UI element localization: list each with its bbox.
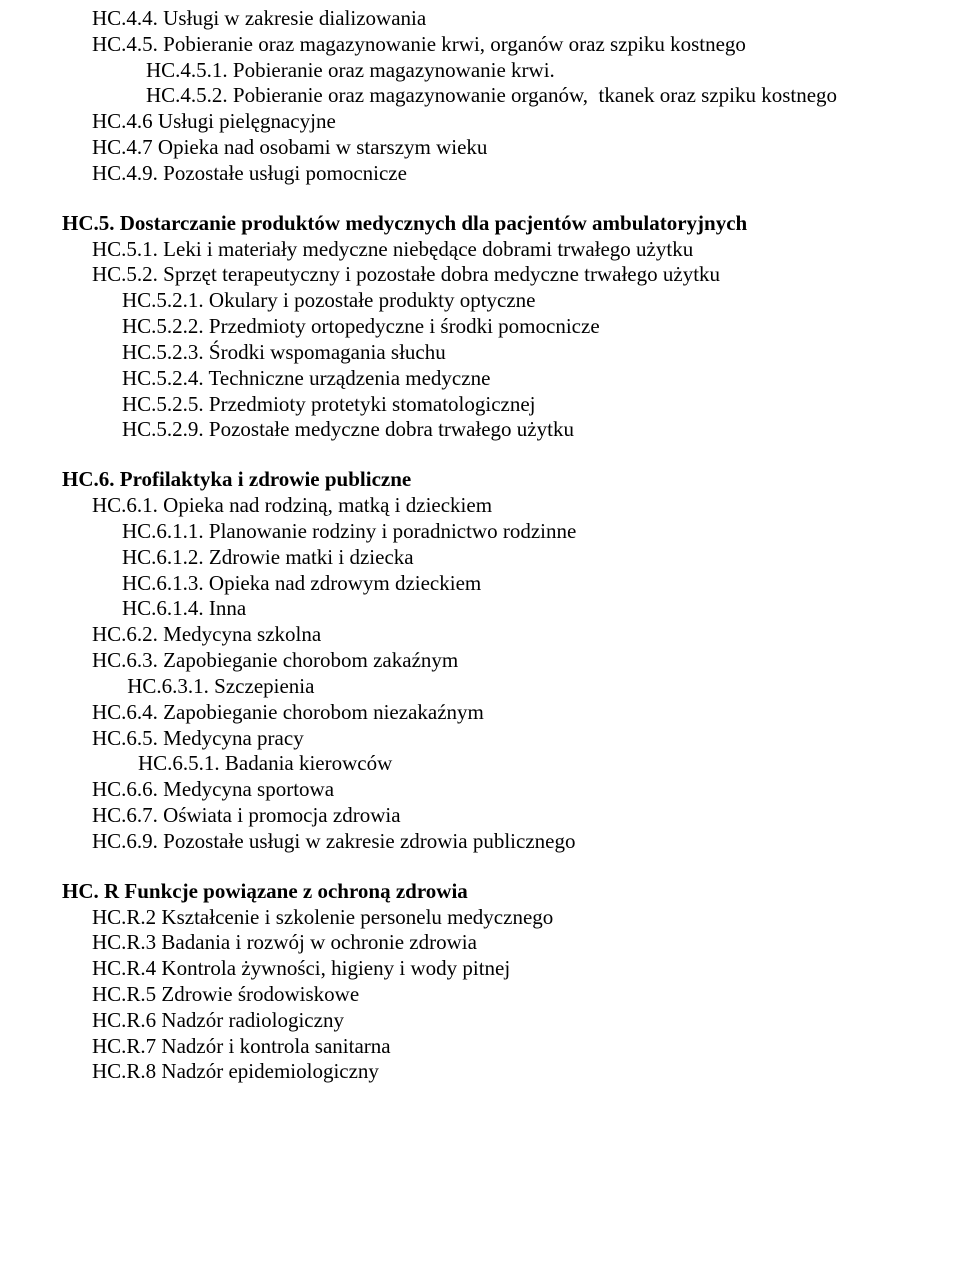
list-item: HC.5.2.5. Przedmioty protetyki stomatolo… [122, 392, 960, 418]
list-item: HC.R.5 Zdrowie środowiskowe [92, 982, 960, 1008]
list-item: HC.4.9. Pozostałe usługi pomocnicze [92, 161, 960, 187]
list-item: HC.6.5.1. Badania kierowców [138, 751, 960, 777]
list-item: HC.4.5.2. Pobieranie oraz magazynowanie … [146, 83, 960, 109]
blank-line [62, 443, 960, 467]
list-item: HC.5.1. Leki i materiały medyczne niebęd… [92, 237, 960, 263]
list-item: HC.R.4 Kontrola żywności, higieny i wody… [92, 956, 960, 982]
list-item: HC.4.7 Opieka nad osobami w starszym wie… [92, 135, 960, 161]
list-item: HC.6.1.4. Inna [122, 596, 960, 622]
section-heading: HC.5. Dostarczanie produktów medycznych … [62, 211, 960, 237]
list-item: HC.5.2.9. Pozostałe medyczne dobra trwał… [122, 417, 960, 443]
list-item: HC.6.3. Zapobieganie chorobom zakaźnym [92, 648, 960, 674]
list-item: HC.6.1. Opieka nad rodziną, matką i dzie… [92, 493, 960, 519]
list-item: HC.4.5.1. Pobieranie oraz magazynowanie … [146, 58, 960, 84]
list-item: HC.R.8 Nadzór epidemiologiczny [92, 1059, 960, 1085]
document-body: HC.4.4. Usługi w zakresie dializowaniaHC… [62, 6, 960, 1085]
list-item: HC.6.1.3. Opieka nad zdrowym dzieckiem [122, 571, 960, 597]
list-item: HC.5.2. Sprzęt terapeutyczny i pozostałe… [92, 262, 960, 288]
section-heading: HC. R Funkcje powiązane z ochroną zdrowi… [62, 879, 960, 905]
list-item: HC.6.6. Medycyna sportowa [92, 777, 960, 803]
list-item: HC.6.7. Oświata i promocja zdrowia [92, 803, 960, 829]
list-item: HC.6.3.1. Szczepienia [122, 674, 960, 700]
list-item: HC.5.2.1. Okulary i pozostałe produkty o… [122, 288, 960, 314]
list-item: HC.4.6 Usługi pielęgnacyjne [92, 109, 960, 135]
list-item: HC.5.2.3. Środki wspomagania słuchu [122, 340, 960, 366]
list-item: HC.R.3 Badania i rozwój w ochronie zdrow… [92, 930, 960, 956]
list-item: HC.5.2.4. Techniczne urządzenia medyczne [122, 366, 960, 392]
list-item: HC.R.7 Nadzór i kontrola sanitarna [92, 1034, 960, 1060]
list-item: HC.R.2 Kształcenie i szkolenie personelu… [92, 905, 960, 931]
list-item: HC.6.1.1. Planowanie rodziny i poradnict… [122, 519, 960, 545]
blank-line [62, 855, 960, 879]
list-item: HC.5.2.2. Przedmioty ortopedyczne i środ… [122, 314, 960, 340]
list-item: HC.6.4. Zapobieganie chorobom niezakaźny… [92, 700, 960, 726]
list-item: HC.6.1.2. Zdrowie matki i dziecka [122, 545, 960, 571]
list-item: HC.6.9. Pozostałe usługi w zakresie zdro… [92, 829, 960, 855]
list-item: HC.6.2. Medycyna szkolna [92, 622, 960, 648]
list-item: HC.6.5. Medycyna pracy [92, 726, 960, 752]
blank-line [62, 187, 960, 211]
list-item: HC.R.6 Nadzór radiologiczny [92, 1008, 960, 1034]
section-heading: HC.6. Profilaktyka i zdrowie publiczne [62, 467, 960, 493]
list-item: HC.4.4. Usługi w zakresie dializowania [92, 6, 960, 32]
list-item: HC.4.5. Pobieranie oraz magazynowanie kr… [92, 32, 960, 58]
